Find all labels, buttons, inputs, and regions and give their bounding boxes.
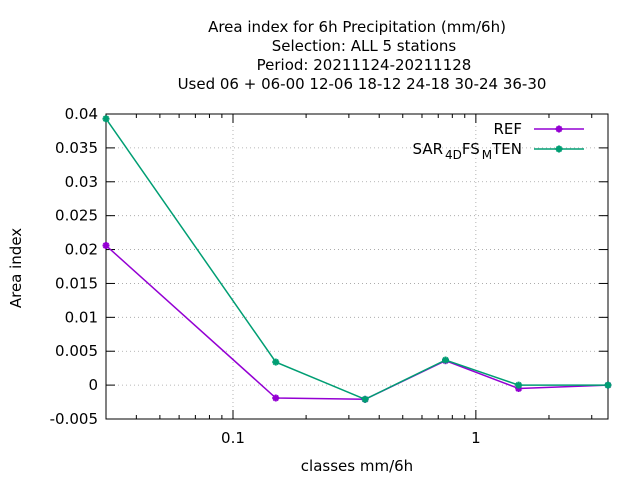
title-line-3: Period: 20211124-20211128 [257,56,472,74]
data-point [272,394,280,402]
x-tick-label: 1 [471,429,481,447]
y-tick-label: 0.015 [55,274,98,292]
data-point [515,381,523,389]
series-line-1 [105,118,608,401]
marker-stroke [102,115,110,122]
marker-stroke [272,394,279,402]
y-tick-label: 0.03 [65,173,98,191]
legend-label-0: REF [493,120,522,138]
marker-stroke [515,381,522,389]
legend-label-1: SAR 4DFS MTEN [413,140,522,162]
y-tick-label: 0.01 [65,308,98,326]
data-point [272,358,280,366]
data-point [442,356,450,364]
marker-stroke [442,356,449,364]
marker-stroke [272,358,279,366]
grid [106,114,608,419]
legend-label-part: 4D [445,148,462,162]
y-tick-label: 0.04 [65,105,98,123]
title-line-2: Selection: ALL 5 stations [272,37,457,55]
chart-title: Area index for 6h Precipitation (mm/6h) … [178,18,547,93]
y-tick-label: 0 [88,376,98,394]
axis-ticks: 0.04 0.035 0.03 0.025 0.02 0.015 0.01 0.005 0 -0.… [50,105,608,447]
marker-stroke [555,145,563,153]
title-line-4: Used 06 + 06-00 12-06 18-12 24-18 30-24 … [178,75,547,93]
legend-label-part: FS [462,140,480,158]
y-tick-label: 0.025 [55,207,98,225]
x-tick-label: 0.1 [221,429,245,447]
marker-stroke [102,242,110,249]
marker-stroke [604,381,612,389]
y-tick-label: 0.02 [65,241,98,259]
plot-frame [105,113,609,420]
y-tick-label: -0.005 [50,410,98,428]
series [102,115,612,403]
marker-stroke [361,396,369,403]
series-line-0 [105,244,609,401]
legend-label-part: M [482,148,492,162]
data-point [102,241,110,249]
y-tick-label: 0.035 [55,139,98,157]
legend-marker-1 [555,145,563,153]
y-tick-label: 0.005 [55,342,98,360]
data-point [102,115,110,123]
y-axis-label: Area index [7,228,25,308]
title-line-1: Area index for 6h Precipitation (mm/6h) [208,18,506,36]
data-point [361,395,369,403]
x-axis-label: classes mm/6h [301,457,413,475]
legend: REF SAR 4DFS MTEN [413,120,584,162]
marker-stroke [555,125,563,133]
legend-marker-0 [555,125,563,133]
data-point [604,381,612,389]
legend-label-part: TEN [491,140,522,158]
legend-label-part: SAR [413,140,443,158]
